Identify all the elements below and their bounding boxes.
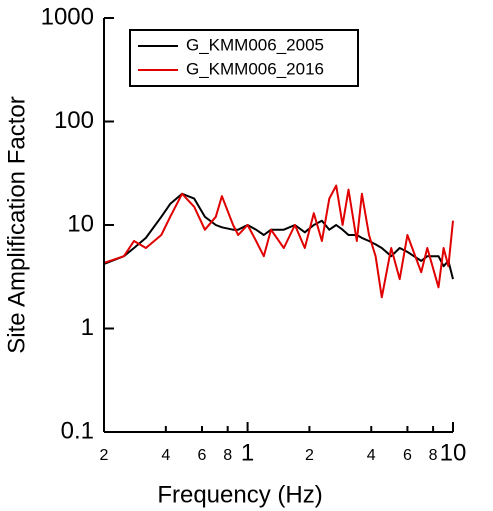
series-line <box>103 184 454 299</box>
legend-box <box>129 29 359 87</box>
x-axis-label: Frequency (Hz) <box>157 481 322 508</box>
legend: G_KMM006_2005 G_KMM006_2016 <box>129 29 359 87</box>
x-tick-label: 4 <box>161 447 170 464</box>
y-tick-label: 1 <box>81 314 94 341</box>
x-tick-label: 6 <box>198 447 207 464</box>
x-tick-label: 4 <box>367 447 376 464</box>
x-tick-label: 6 <box>403 447 412 464</box>
x-tick-label: 10 <box>440 439 467 466</box>
x-tick-label: 1 <box>241 439 254 466</box>
x-tick-label: 8 <box>429 447 438 464</box>
x-tick-label: 2 <box>100 447 109 464</box>
legend-label: G_KMM006_2016 <box>186 59 324 78</box>
y-tick-label: 1000 <box>41 3 94 30</box>
y-tick-label: 10 <box>67 210 94 237</box>
y-axis-label: Site Amplification Factor <box>3 96 30 353</box>
series-line <box>103 192 454 280</box>
x-tick-label: 8 <box>223 447 232 464</box>
y-tick-label: 100 <box>54 107 94 134</box>
legend-label: G_KMM006_2005 <box>186 35 324 54</box>
y-tick-label: 0.1 <box>61 417 94 444</box>
x-tick-label: 2 <box>305 447 314 464</box>
